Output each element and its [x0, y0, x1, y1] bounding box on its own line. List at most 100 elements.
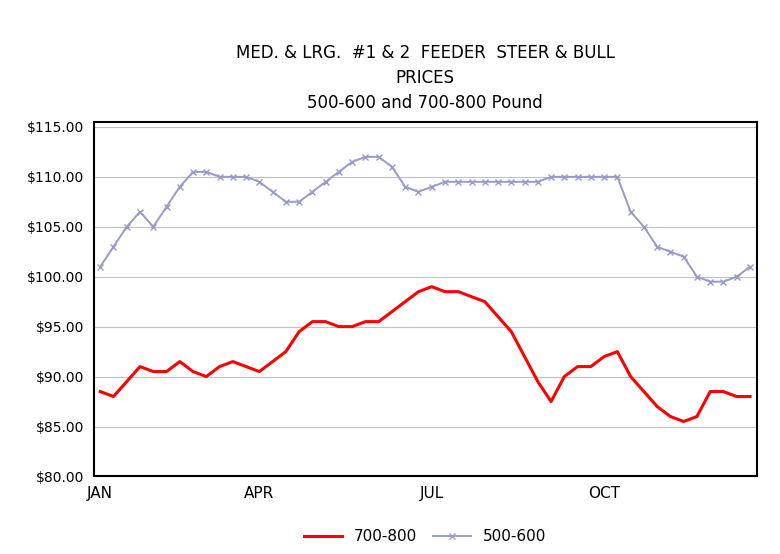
500-600 — [334, 168, 343, 175]
700-800 — [679, 418, 688, 425]
Line: 700-800: 700-800 — [100, 286, 750, 422]
500-600 — [122, 223, 131, 230]
500-600 — [573, 173, 582, 180]
500-600 — [268, 188, 278, 195]
700-800 — [321, 319, 331, 325]
700-800 — [533, 378, 542, 385]
500-600 — [281, 198, 290, 205]
500-600 — [519, 178, 529, 185]
700-800 — [201, 373, 211, 380]
700-800 — [414, 288, 424, 295]
500-600 — [679, 253, 688, 260]
500-600 — [640, 223, 649, 230]
500-600 — [360, 153, 370, 160]
500-600 — [228, 173, 237, 180]
700-800 — [626, 373, 635, 380]
500-600 — [201, 168, 211, 175]
700-800 — [559, 373, 569, 380]
500-600 — [613, 173, 622, 180]
700-800 — [122, 378, 131, 385]
500-600 — [440, 178, 449, 185]
500-600 — [347, 158, 356, 165]
500-600 — [493, 178, 502, 185]
700-800 — [640, 388, 649, 395]
500-600 — [136, 208, 145, 215]
500-600 — [599, 173, 608, 180]
500-600 — [188, 168, 197, 175]
700-800 — [652, 403, 661, 410]
500-600 — [693, 273, 702, 280]
500-600 — [161, 203, 171, 210]
700-800 — [268, 358, 278, 365]
500-600 — [414, 188, 424, 195]
500-600 — [401, 183, 410, 190]
700-800 — [374, 319, 383, 325]
700-800 — [360, 319, 370, 325]
700-800 — [175, 358, 184, 365]
700-800 — [401, 299, 410, 305]
700-800 — [599, 353, 608, 360]
700-800 — [587, 363, 596, 370]
700-800 — [427, 283, 437, 290]
500-600 — [732, 273, 741, 280]
500-600 — [546, 173, 555, 180]
700-800 — [241, 363, 250, 370]
500-600 — [254, 178, 264, 185]
700-800 — [693, 413, 702, 420]
700-800 — [387, 309, 396, 315]
700-800 — [188, 368, 197, 375]
500-600 — [746, 263, 755, 270]
500-600 — [480, 178, 490, 185]
700-800 — [334, 324, 343, 330]
700-800 — [519, 353, 529, 360]
700-800 — [95, 388, 105, 395]
500-600 — [559, 173, 569, 180]
500-600 — [295, 198, 304, 205]
500-600 — [241, 173, 250, 180]
500-600 — [587, 173, 596, 180]
500-600 — [626, 208, 635, 215]
700-800 — [466, 293, 476, 300]
500-600 — [706, 278, 715, 285]
700-800 — [613, 348, 622, 355]
700-800 — [215, 363, 225, 370]
500-600 — [387, 163, 396, 170]
700-800 — [732, 393, 741, 400]
500-600 — [507, 178, 516, 185]
500-600 — [95, 263, 105, 270]
700-800 — [480, 299, 490, 305]
500-600 — [108, 243, 119, 250]
700-800 — [281, 348, 290, 355]
700-800 — [228, 358, 237, 365]
700-800 — [573, 363, 582, 370]
700-800 — [136, 363, 145, 370]
Line: 500-600: 500-600 — [98, 154, 753, 284]
500-600 — [466, 178, 476, 185]
500-600 — [175, 183, 184, 190]
700-800 — [546, 398, 555, 405]
700-800 — [719, 388, 729, 395]
700-800 — [148, 368, 158, 375]
700-800 — [161, 368, 171, 375]
500-600 — [307, 188, 317, 195]
500-600 — [148, 223, 158, 230]
700-800 — [706, 388, 715, 395]
700-800 — [108, 393, 119, 400]
700-800 — [493, 314, 502, 320]
500-600 — [374, 153, 383, 160]
500-600 — [454, 178, 463, 185]
Legend: 700-800, 500-600: 700-800, 500-600 — [298, 523, 552, 550]
700-800 — [307, 319, 317, 325]
500-600 — [215, 173, 225, 180]
700-800 — [440, 288, 449, 295]
700-800 — [254, 368, 264, 375]
700-800 — [507, 329, 516, 335]
700-800 — [295, 329, 304, 335]
500-600 — [665, 248, 675, 255]
500-600 — [321, 178, 331, 185]
500-600 — [427, 183, 437, 190]
700-800 — [347, 324, 356, 330]
700-800 — [746, 393, 755, 400]
500-600 — [652, 243, 661, 250]
Title: MED. & LRG.  #1 & 2  FEEDER  STEER & BULL
PRICES
500-600 and 700-800 Pound: MED. & LRG. #1 & 2 FEEDER STEER & BULL P… — [236, 44, 615, 112]
